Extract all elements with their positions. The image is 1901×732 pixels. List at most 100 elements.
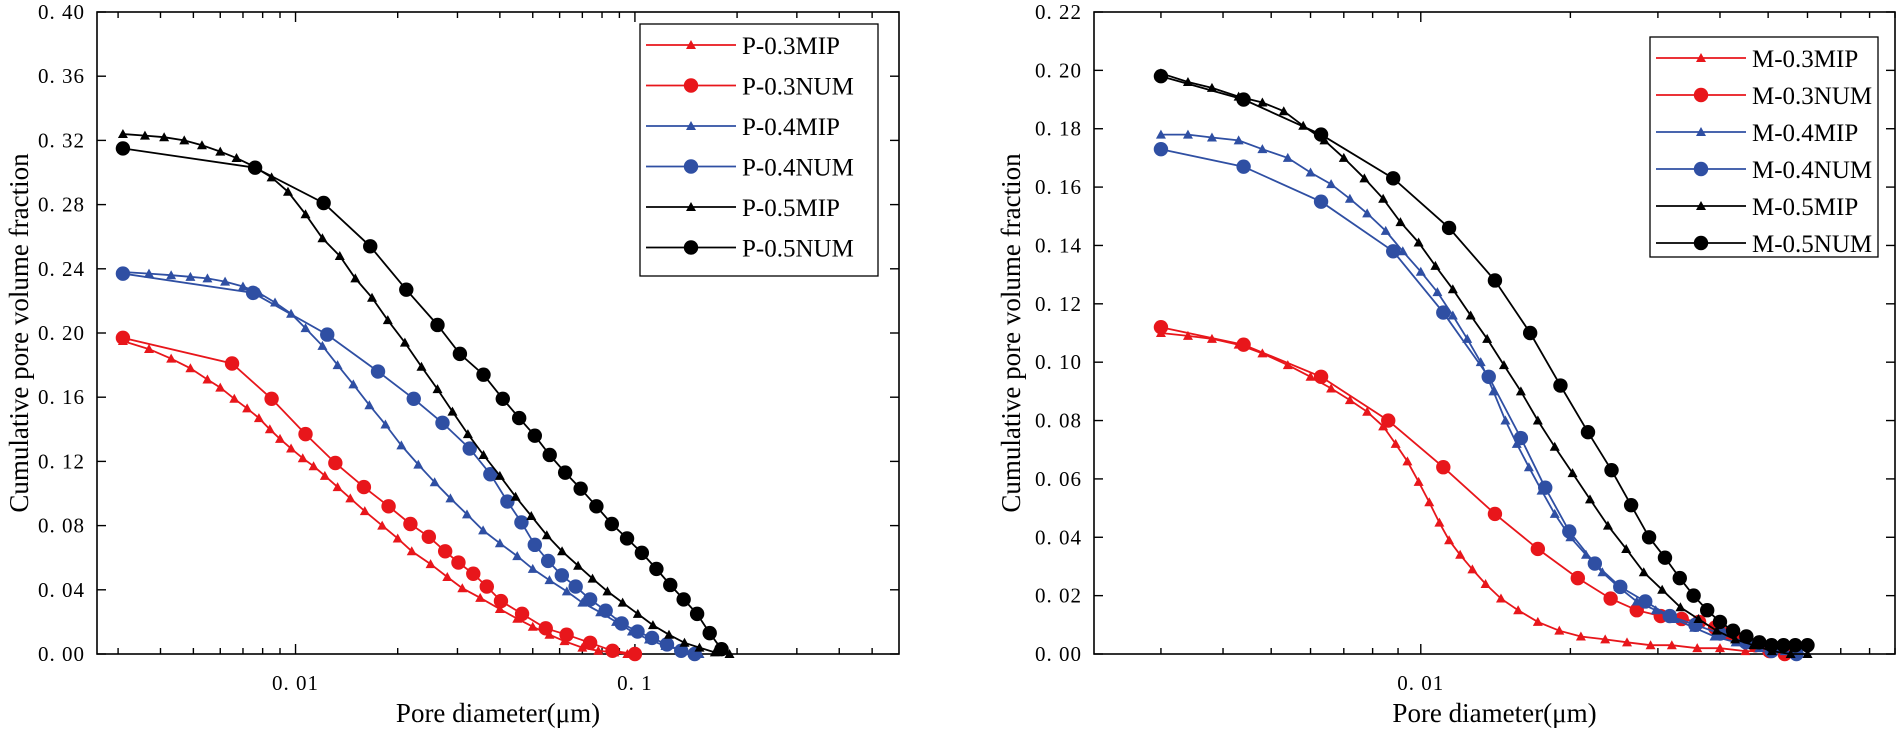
data-point-circle <box>483 467 498 482</box>
data-point-triangle <box>694 642 705 652</box>
data-point-circle <box>630 624 645 639</box>
data-point-triangle <box>432 384 443 394</box>
data-point-triangle <box>1233 135 1244 145</box>
data-point-triangle <box>1257 97 1268 107</box>
data-point-triangle <box>406 546 417 556</box>
legend-label: M-0.3NUM <box>1752 83 1872 110</box>
x-axis-title: Pore diameter(μm) <box>1392 698 1596 728</box>
data-point-triangle <box>1467 564 1478 574</box>
data-point-circle <box>514 515 529 530</box>
data-point-circle <box>514 606 530 622</box>
data-point-circle <box>674 643 689 658</box>
legend-swatch-marker <box>1693 87 1709 103</box>
data-point-triangle <box>215 382 226 392</box>
data-point-triangle <box>478 449 489 459</box>
data-point-triangle <box>1621 543 1632 553</box>
data-point-circle <box>527 537 543 553</box>
data-point-circle <box>1587 556 1603 571</box>
x-tick-label: 0. 01 <box>1397 671 1444 695</box>
data-point-circle <box>115 266 131 281</box>
data-point-circle <box>1752 635 1767 650</box>
data-point-circle <box>1481 369 1496 384</box>
data-point-triangle <box>1278 106 1289 116</box>
legend-swatch-marker <box>686 121 696 130</box>
data-point-circle <box>568 579 583 594</box>
data-point-circle <box>1686 588 1701 603</box>
data-point-triangle <box>1692 643 1703 653</box>
y-tick-label: 0. 18 <box>1035 117 1082 141</box>
data-point-triangle <box>399 337 410 347</box>
data-point-circle <box>403 516 418 532</box>
data-point-circle <box>619 531 635 546</box>
data-point-triangle <box>1498 360 1509 370</box>
y-tick-label: 0. 28 <box>38 193 85 217</box>
data-point-circle <box>1638 594 1653 609</box>
data-point-circle <box>363 239 378 254</box>
data-point-triangle <box>1711 625 1722 635</box>
data-point-triangle <box>332 482 343 492</box>
data-point-circle <box>1764 638 1779 653</box>
data-point-circle <box>1381 413 1396 428</box>
data-point-triangle <box>679 637 690 647</box>
data-point-triangle <box>1515 386 1526 396</box>
legend-item: P-0.4MIP <box>646 114 840 141</box>
y-tick-label: 0. 04 <box>1035 525 1082 549</box>
data-point-triangle <box>300 209 311 219</box>
data-point-triangle <box>348 379 359 389</box>
data-point-circle <box>582 592 598 607</box>
data-point-triangle <box>1714 643 1725 653</box>
data-point-triangle <box>1444 535 1455 545</box>
data-point-triangle <box>1206 132 1217 142</box>
data-point-circle <box>538 621 553 636</box>
data-point-circle <box>1153 69 1169 84</box>
series-P-0.4MIP <box>117 267 705 658</box>
data-point-triangle <box>512 551 523 561</box>
data-point-circle <box>224 356 240 371</box>
legend-swatch-marker <box>686 40 696 49</box>
data-point-circle <box>1562 524 1577 539</box>
data-point-circle <box>1800 638 1815 653</box>
data-point-triangle <box>413 459 424 469</box>
data-point-triangle <box>367 292 378 302</box>
data-point-triangle <box>231 153 242 163</box>
legend-swatch-marker <box>1696 201 1706 210</box>
data-point-triangle <box>1549 441 1560 451</box>
data-point-triangle <box>380 419 391 429</box>
data-point-triangle <box>382 315 393 325</box>
data-point-circle <box>605 643 620 658</box>
data-point-triangle <box>632 608 643 618</box>
data-point-triangle <box>166 270 177 280</box>
data-point-triangle <box>166 353 177 363</box>
legend-item: M-0.3NUM <box>1656 83 1872 110</box>
data-point-circle <box>702 625 717 641</box>
data-point-circle <box>1530 541 1546 557</box>
y-tick-label: 0. 40 <box>38 0 85 24</box>
data-point-triangle <box>573 560 584 570</box>
data-point-circle <box>659 637 675 652</box>
data-point-triangle <box>1455 549 1466 559</box>
data-point-triangle <box>724 649 735 658</box>
data-point-triangle <box>1182 330 1193 340</box>
data-point-circle <box>604 516 620 532</box>
data-point-triangle <box>220 276 231 286</box>
data-point-circle <box>1788 638 1803 653</box>
data-point-circle <box>328 455 343 471</box>
data-point-triangle <box>196 140 207 150</box>
data-point-circle <box>430 317 445 333</box>
y-tick-label: 0. 00 <box>38 642 85 666</box>
legend-item: P-0.3MIP <box>646 33 840 60</box>
data-point-triangle <box>1597 567 1608 577</box>
data-point-triangle <box>1650 605 1661 615</box>
data-point-circle <box>676 592 691 607</box>
data-point-circle <box>356 479 372 495</box>
data-point-triangle <box>1532 616 1543 626</box>
plot-frame <box>1093 11 1896 655</box>
data-point-triangle <box>494 604 505 614</box>
data-point-circle <box>381 499 396 514</box>
legend-swatch-marker <box>1696 127 1706 136</box>
y-tick-label: 0. 16 <box>1035 175 1082 199</box>
x-tick-label: 0. 01 <box>272 671 319 695</box>
data-point-circle <box>1662 608 1677 624</box>
y-tick-label: 0. 16 <box>38 385 85 409</box>
